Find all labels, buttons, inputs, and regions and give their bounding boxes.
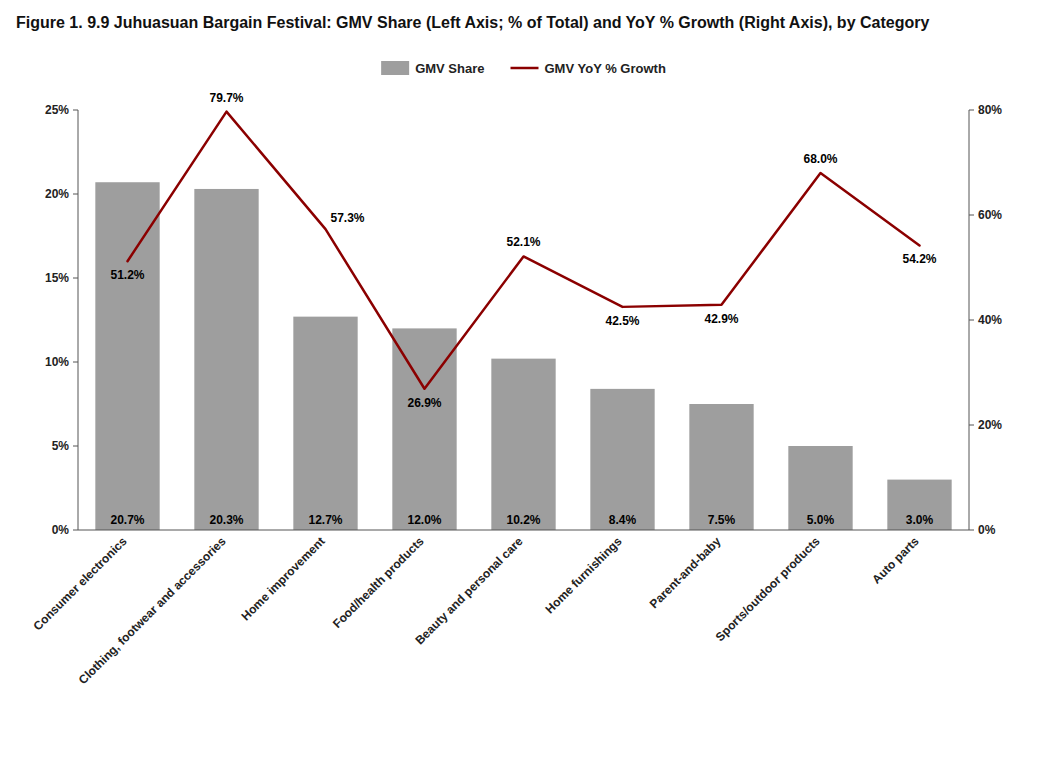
y2-tick — [969, 425, 974, 426]
data-labels: 20.7% 20.3% 12.7% 12.0% 10.2% 8.4% 7.5% 5.0% 3.0… — [110, 91, 936, 527]
x-tick-label: Home improvement — [239, 534, 328, 623]
y-tick-label: 25% — [45, 103, 69, 117]
y-tick-label: 15% — [45, 271, 69, 285]
plot-marks — [95, 112, 951, 530]
x-axis-line — [78, 530, 969, 531]
x-tick-label: Consumer electronics — [31, 534, 130, 633]
y2-tick — [969, 110, 974, 111]
y-axis-line — [78, 110, 79, 530]
bar-label: 3.0% — [906, 513, 934, 527]
y-tick-label: 5% — [52, 439, 70, 453]
x-tick-label: Auto parts — [869, 534, 922, 587]
bar-label: 5.0% — [807, 513, 835, 527]
y-tick-label: 0% — [52, 523, 70, 537]
bar — [194, 189, 258, 530]
line-label: 51.2% — [110, 268, 144, 282]
bar — [689, 404, 753, 530]
y-tick — [73, 278, 78, 279]
bar — [887, 480, 951, 530]
x-tick-label: Home furnishings — [543, 534, 625, 616]
background — [0, 0, 1047, 778]
bar — [293, 317, 357, 530]
y-tick — [73, 194, 78, 195]
x-tick-label: Food/health products — [330, 534, 427, 631]
y2-tick-label: 60% — [978, 208, 1002, 222]
y-tick — [73, 110, 78, 111]
y2-tick-label: 40% — [978, 313, 1002, 327]
bar — [788, 446, 852, 530]
chart: Figure 1. 9.9 Juhuasuan Bargain Festival… — [0, 0, 1047, 778]
y-tick — [73, 446, 78, 447]
y-tick — [73, 530, 78, 531]
legend-swatch — [511, 67, 539, 70]
y-tick — [73, 362, 78, 363]
legend-label: GMV YoY % Growth — [545, 61, 666, 76]
y-tick-label: 20% — [45, 187, 69, 201]
y2-tick-label: 80% — [978, 103, 1002, 117]
legend-swatch — [381, 61, 409, 75]
title-line: Figure 1. 9.9 Juhuasuan Bargain Festival… — [16, 14, 929, 31]
x-tick-label: Parent-and-baby — [647, 534, 724, 611]
y2-tick — [969, 215, 974, 216]
legend: GMV Share GMV YoY % Growth — [381, 61, 666, 76]
line-label: 54.2% — [902, 252, 936, 266]
line-label: 26.9% — [407, 396, 441, 410]
x-tick-label: Beauty and personal care — [412, 534, 525, 647]
title: Figure 1. 9.9 Juhuasuan Bargain Festival… — [16, 14, 929, 31]
y2-tick — [969, 320, 974, 321]
x-tick-label: Sports/outdoor products — [713, 534, 823, 644]
axes: 0% 5% 10% 15% 20% 25% 0% 20% 40% 60% 80% Consumer e… — [31, 103, 1003, 687]
line-label: 79.7% — [209, 91, 243, 105]
bar-label: 7.5% — [708, 513, 736, 527]
line-label: 42.5% — [605, 314, 639, 328]
bar-label: 20.3% — [209, 513, 243, 527]
bar-label: 12.7% — [308, 513, 342, 527]
y2-tick-label: 0% — [978, 523, 996, 537]
y2-tick-label: 20% — [978, 418, 1002, 432]
y-tick-label: 10% — [45, 355, 69, 369]
bar-label: 8.4% — [609, 513, 637, 527]
bar — [590, 389, 654, 530]
line-label: 68.0% — [803, 152, 837, 166]
line — [128, 112, 920, 389]
bar-label: 10.2% — [506, 513, 540, 527]
bar-label: 20.7% — [110, 513, 144, 527]
bar — [95, 182, 159, 530]
y2-tick — [969, 530, 974, 531]
legend-label: GMV Share — [415, 61, 484, 76]
line-label: 52.1% — [506, 235, 540, 249]
bar-label: 12.0% — [407, 513, 441, 527]
line-label: 57.3% — [331, 211, 365, 225]
bar — [491, 359, 555, 530]
line-label: 42.9% — [704, 312, 738, 326]
x-tick-label: Clothing, footwear and accessories — [76, 534, 229, 687]
